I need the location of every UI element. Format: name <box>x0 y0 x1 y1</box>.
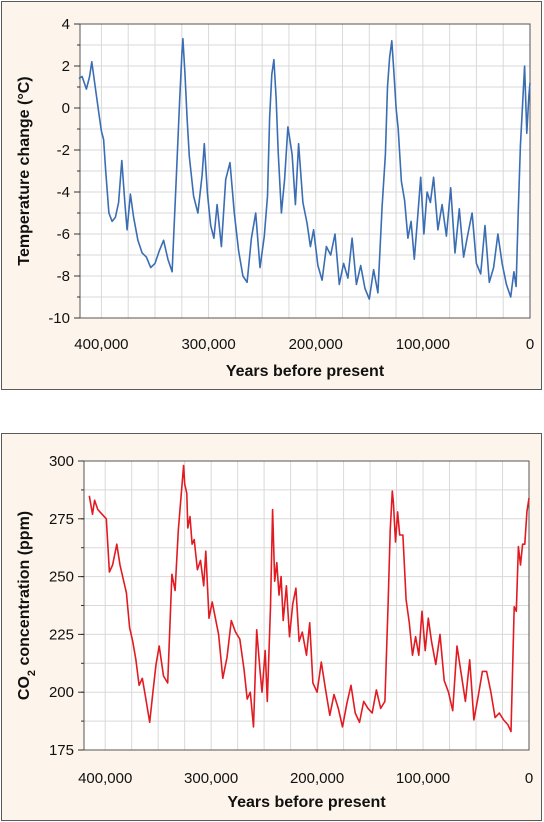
temperature-x-axis-title: Years before present <box>226 363 385 380</box>
co2-ytick-label: 175 <box>49 742 74 759</box>
temperature-xtick-label: 0 <box>526 336 534 353</box>
temperature-ytick-label: -2 <box>57 142 70 159</box>
co2-xtick-label: 300,000 <box>184 770 238 787</box>
temperature-xtick-label: 100,000 <box>396 336 450 353</box>
temperature-xtick-label: 300,000 <box>181 336 235 353</box>
co2-xtick-label: 400,000 <box>78 770 132 787</box>
co2-xtick-label: 0 <box>525 770 533 787</box>
temperature-y-axis-title: Temperature change (°C) <box>16 76 33 265</box>
temperature-ytick-label: 4 <box>62 16 70 33</box>
temperature-series-line <box>78 37 531 300</box>
temperature-ytick-label: -8 <box>57 268 70 285</box>
temperature-xtick-label: 400,000 <box>74 336 128 353</box>
temperature-ytick-label: -10 <box>48 310 70 327</box>
co2-ytick-label: 300 <box>49 453 74 470</box>
co2-ytick-label: 200 <box>49 684 74 701</box>
temperature-ytick-label: -6 <box>57 226 70 243</box>
co2-ytick-label: 275 <box>49 511 74 528</box>
co2-series-line <box>88 464 530 733</box>
temperature-ytick-label: -4 <box>57 184 70 201</box>
co2-y-axis-title: CO2 concentration (ppm) <box>16 511 38 700</box>
temperature-ytick-label: 0 <box>62 100 70 117</box>
temperature-xtick-label: 200,000 <box>289 336 343 353</box>
temperature-chart-panel: 4 2 0 -2 -4 -6 -8 -10 400,000 300,000 200,000 100,0… <box>1 1 542 390</box>
co2-xtick-label: 200,000 <box>290 770 344 787</box>
co2-ytick-label: 250 <box>49 569 74 586</box>
co2-x-axis-title: Years before present <box>227 794 386 811</box>
co2-chart-panel: 300 275 250 225 200 175 400,000 300,000 200,000 1… <box>1 433 542 821</box>
co2-ytick-label: 225 <box>49 626 74 643</box>
temperature-ytick-label: 2 <box>62 58 70 75</box>
co2-xtick-label: 100,000 <box>396 770 450 787</box>
